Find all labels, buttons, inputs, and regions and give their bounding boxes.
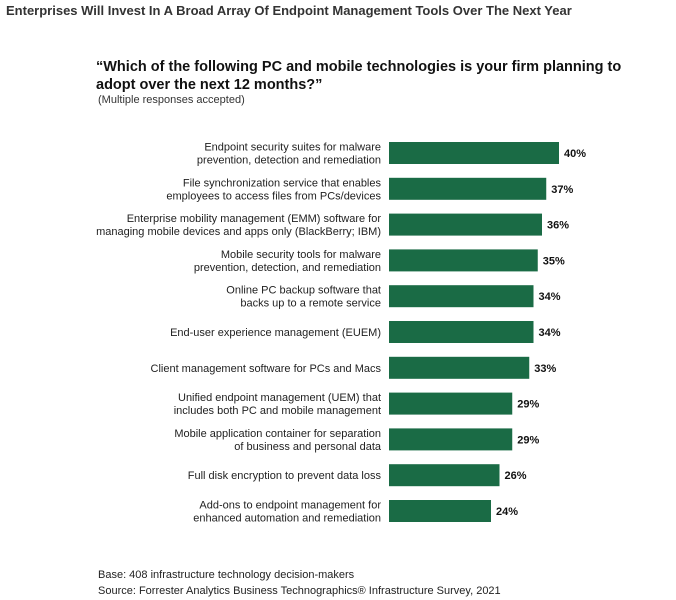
- value-label-1: 37%: [551, 184, 573, 196]
- base-note: Base: 408 infrastructure technology deci…: [98, 569, 355, 581]
- bar-0: [389, 142, 559, 164]
- category-label-line: Client management software for PCs and M…: [151, 363, 382, 375]
- category-label-2: Enterprise mobility management (EMM) sof…: [96, 213, 381, 238]
- value-label-7: 29%: [517, 399, 539, 411]
- category-label-line: managing mobile devices and apps only (B…: [96, 226, 381, 238]
- category-label-line: Add-ons to endpoint management for: [199, 500, 381, 512]
- category-label-10: Add-ons to endpoint management for enhanc…: [193, 500, 381, 525]
- category-label-7: Unified endpoint management (UEM) that in…: [174, 392, 381, 417]
- bars-group: [389, 142, 559, 522]
- category-label-line: prevention, detection and remediation: [197, 155, 381, 167]
- responses-note: (Multiple responses accepted): [98, 94, 245, 106]
- category-label-line: backs up to a remote service: [240, 298, 381, 310]
- bar-chart: Endpoint security suites for malware prev…: [96, 142, 586, 525]
- category-label-4: Online PC backup software that backs up t…: [226, 285, 381, 310]
- bar-2: [389, 213, 542, 236]
- category-label-line: Online PC backup software that: [226, 285, 381, 297]
- bar-4: [389, 285, 534, 308]
- source-note: Source: Forrester Analytics Business Tec…: [98, 585, 501, 597]
- value-label-2: 36%: [547, 220, 569, 232]
- category-label-line: File synchronization service that enable…: [183, 177, 382, 189]
- category-label-0: Endpoint security suites for malware prev…: [197, 142, 381, 167]
- value-labels-group: 40% 37% 36% 35% 34% 34% 33% 29% 29% 26% 24%: [496, 148, 586, 518]
- bar-5: [389, 321, 534, 343]
- category-label-8: Mobile application container for separat…: [174, 428, 382, 453]
- category-label-line: Endpoint security suites for malware: [204, 142, 381, 154]
- bar-3: [389, 249, 538, 272]
- category-label-line: Mobile security tools for malware: [221, 249, 381, 261]
- category-label-line: Enterprise mobility management (EMM) sof…: [127, 213, 382, 225]
- category-label-1: File synchronization service that enable…: [166, 177, 381, 202]
- survey-question: “Which of the following PC and mobile te…: [96, 59, 622, 93]
- category-label-line: includes both PC and mobile management: [174, 405, 381, 417]
- category-label-6: Client management software for PCs and M…: [151, 363, 382, 375]
- value-label-8: 29%: [517, 434, 539, 446]
- value-label-10: 24%: [496, 506, 518, 518]
- bar-10: [389, 500, 491, 522]
- category-label-line: prevention, detection, and remediation: [194, 262, 381, 274]
- bar-8: [389, 428, 513, 451]
- category-label-5: End-user experience management (EUEM): [170, 327, 381, 339]
- category-label-3: Mobile security tools for malware prevent…: [194, 249, 381, 274]
- category-label-line: Full disk encryption to prevent data los…: [188, 470, 382, 482]
- bar-1: [389, 177, 547, 200]
- bar-7: [389, 392, 513, 415]
- category-label-line: enhanced automation and remediation: [193, 513, 381, 525]
- category-label-line: Mobile application container for separat…: [174, 428, 381, 440]
- value-label-5: 34%: [539, 327, 561, 339]
- bar-6: [389, 356, 530, 379]
- category-label-line: End-user experience management (EUEM): [170, 327, 381, 339]
- value-label-0: 40%: [564, 148, 586, 160]
- category-labels-group: Endpoint security suites for malware prev…: [96, 142, 382, 525]
- value-label-9: 26%: [505, 470, 527, 482]
- category-label-9: Full disk encryption to prevent data los…: [188, 470, 382, 482]
- category-label-line: Unified endpoint management (UEM) that: [178, 392, 381, 404]
- figure-title: Enterprises Will Invest In A Broad Array…: [6, 3, 572, 18]
- value-label-6: 33%: [534, 363, 556, 375]
- category-label-line: of business and personal data: [234, 441, 382, 453]
- category-label-line: employees to access files from PCs/devic…: [166, 190, 381, 202]
- bar-9: [389, 464, 500, 487]
- value-label-3: 35%: [543, 255, 565, 267]
- value-label-4: 34%: [539, 291, 561, 303]
